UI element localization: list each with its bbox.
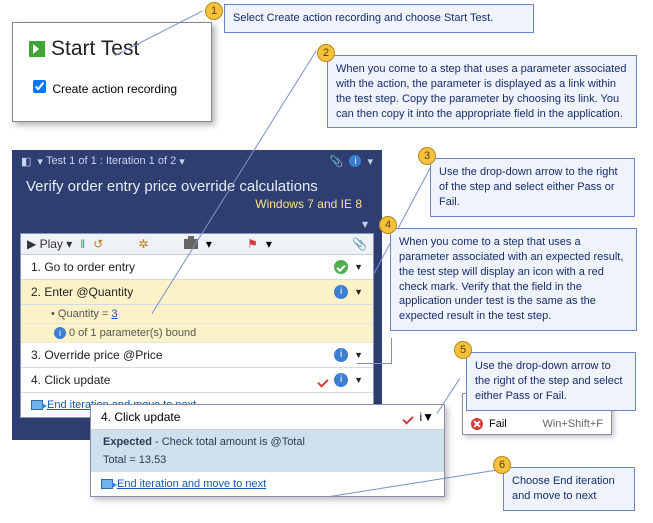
total-label: Total = 13.53: [103, 454, 432, 466]
leader-5: [437, 378, 461, 414]
iteration-label: Test 1 of 1 : Iteration 1 of 2: [46, 155, 176, 167]
play-label: Play: [40, 237, 63, 251]
fail-menuitem[interactable]: Fail Win+Shift+F: [463, 414, 611, 434]
detail-drop[interactable]: ▼: [422, 410, 434, 424]
iter-chevron-icon[interactable]: ▾: [179, 155, 185, 168]
detail-end-link[interactable]: End iteration and move to next: [91, 472, 444, 496]
expand-icon[interactable]: ◧: [21, 155, 31, 168]
quantity-label: Quantity =: [58, 308, 112, 320]
callout-2: When you come to a step that uses a para…: [327, 55, 637, 128]
step-1-row[interactable]: 1. Go to order entry ▼: [21, 255, 373, 280]
params-info-icon: i: [54, 327, 66, 339]
quantity-link[interactable]: 3: [111, 308, 117, 320]
undo-icon[interactable]: ↺: [93, 237, 103, 251]
fail-menu-icon: [471, 418, 483, 430]
create-action-recording-label: Create action recording: [52, 82, 177, 96]
toolbar-attach-icon[interactable]: 📎: [352, 237, 367, 251]
badge-6: 6: [493, 456, 511, 474]
detail-end-icon: [101, 479, 113, 489]
step-4-text: 4. Click update: [31, 373, 316, 387]
callout-1: Select Create action recording and choos…: [224, 4, 534, 33]
flag-icon[interactable]: ⚑: [247, 237, 258, 251]
flag-chevron-icon[interactable]: ▾: [266, 237, 272, 251]
leader-4b: [391, 338, 392, 364]
params-bound-label: 0 of 1 parameter(s) bound: [69, 327, 196, 339]
step-2-row[interactable]: 2. Enter @Quantity i ▼: [21, 280, 373, 305]
start-test-button[interactable]: Start Test: [29, 37, 195, 61]
start-test-panel: Start Test Create action recording: [12, 22, 212, 122]
gear-icon[interactable]: ✲: [139, 237, 149, 251]
end-iteration-icon: [31, 400, 43, 410]
detail-body: Expected - Check total amount is @Total …: [91, 430, 444, 472]
badge-2: 2: [317, 44, 335, 62]
create-action-recording-checkbox[interactable]: Create action recording: [29, 77, 195, 96]
callout-4: When you come to a step that uses a para…: [390, 228, 637, 331]
badge-3: 3: [418, 147, 436, 165]
step-3-drop[interactable]: ▼: [354, 350, 363, 360]
step-3-info-icon[interactable]: i: [334, 348, 348, 362]
detail-redcheck-icon: [401, 410, 415, 424]
runner-titlebar: ◧ ▾ Test 1 of 1 : Iteration 1 of 2 ▾ 📎 i…: [12, 150, 382, 172]
step-1-drop[interactable]: ▼: [354, 262, 363, 272]
step-3-row[interactable]: 3. Override price @Price i ▼: [21, 343, 373, 368]
attach-icon[interactable]: 📎: [330, 155, 344, 168]
step-4-row[interactable]: 4. Click update i ▼: [21, 368, 373, 393]
fail-shortcut: Win+Shift+F: [542, 418, 603, 430]
step-3-text: 3. Override price @Price: [31, 348, 334, 362]
steps-toolbar: ▶ Play ▾ ‖ ↺ ✲ ▾ ⚑ ▾ 📎: [21, 234, 373, 255]
pass-icon: [334, 260, 348, 274]
step-2-params: i0 of 1 parameter(s) bound: [21, 324, 373, 343]
step-2-quantity: • Quantity = 3: [21, 305, 373, 324]
step-4-info-icon[interactable]: i: [334, 373, 348, 387]
detail-title: 4. Click update: [101, 410, 401, 424]
test-title: Verify order entry price override calcul…: [12, 172, 382, 197]
step-4-drop[interactable]: ▼: [354, 375, 363, 385]
info-icon[interactable]: i: [349, 155, 361, 167]
fail-text: Fail: [489, 418, 507, 430]
step-2-info-icon[interactable]: i: [334, 285, 348, 299]
badge-4: 4: [379, 216, 397, 234]
detail-header[interactable]: 4. Click update i ▼: [91, 405, 444, 430]
camera-chevron-icon[interactable]: ▾: [206, 237, 212, 251]
play-button[interactable]: ▶ Play ▾: [27, 237, 72, 251]
step-2-text: 2. Enter @Quantity: [31, 285, 334, 299]
env-chevron-icon[interactable]: ▾: [362, 217, 368, 231]
titlebar-chevron-icon[interactable]: ▾: [367, 155, 373, 168]
test-runner: ◧ ▾ Test 1 of 1 : Iteration 1 of 2 ▾ 📎 i…: [12, 150, 382, 440]
badge-1: 1: [205, 2, 223, 20]
expected-text: - Check total amount is @Total: [152, 436, 305, 448]
step-4-detail: 4. Click update i ▼ Expected - Check tot…: [90, 404, 445, 497]
expected-label: Expected: [103, 436, 152, 448]
start-arrow-icon: [29, 41, 45, 57]
callout-5: Use the drop-down arrow to the right of …: [466, 352, 636, 411]
callout-6: Choose End iteration and move to next: [503, 467, 635, 511]
pause-icon[interactable]: ‖: [80, 237, 85, 251]
detail-end-text: End iteration and move to next: [117, 478, 266, 490]
create-action-recording-input[interactable]: [33, 80, 46, 93]
step-2-drop[interactable]: ▼: [354, 287, 363, 297]
callout-3: Use the drop-down arrow to the right of …: [430, 158, 635, 217]
badge-5: 5: [454, 341, 472, 359]
environment-label: Windows 7 and IE 8: [12, 197, 382, 217]
leader-4a: [357, 363, 391, 364]
steps-panel: ▶ Play ▾ ‖ ↺ ✲ ▾ ⚑ ▾ 📎 1. Go to order ent…: [20, 233, 374, 418]
chevron-down-icon[interactable]: ▾: [37, 155, 43, 168]
redcheck-icon: [316, 373, 330, 387]
